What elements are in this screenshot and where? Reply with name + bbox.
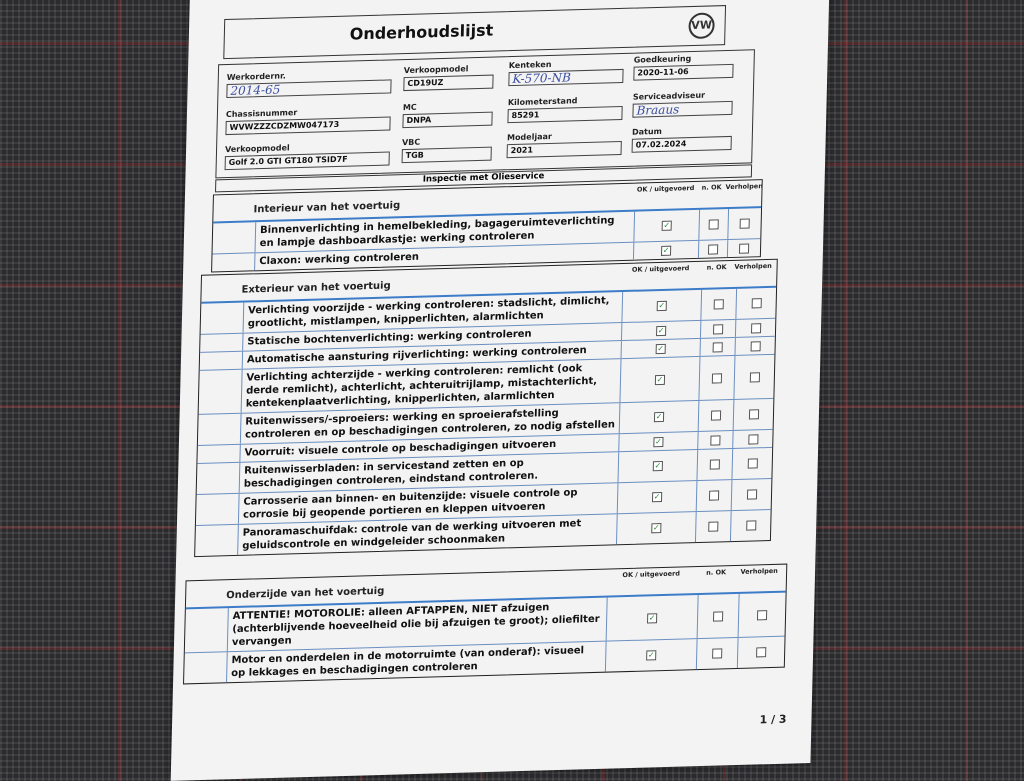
nok-checkbox[interactable] [712,648,723,659]
field-value: 07.02.2024 [631,135,732,153]
ok-checkbox[interactable]: ✓ [661,220,672,231]
col-fix-header: Verholpen [725,182,763,192]
field-label: Goedkeuring [633,54,692,65]
ok-checkbox[interactable]: ✓ [646,650,657,661]
nok-checkbox[interactable] [711,372,723,384]
document-page: Onderhoudslijst VW Werkordernr. 2014-65 Ve… [170,0,830,781]
field-modeljaar: Modeljaar 2021 [506,130,623,159]
nok-checkbox[interactable] [708,521,719,532]
section-name: Interieur van het voertuig [253,200,401,216]
page-number: 1 / 3 [759,712,787,727]
fixed-checkbox[interactable] [749,371,760,383]
fixed-checkbox[interactable] [756,609,768,620]
ok-checkbox[interactable]: ✓ [654,374,666,385]
nok-checkbox[interactable] [708,490,720,501]
field-label: Modeljaar [506,131,552,143]
fixed-checkbox[interactable] [747,458,758,469]
field-werkordernr-: Werkordernr. 2014-65 [226,68,392,99]
field-datum: Datum 07.02.2024 [631,125,733,153]
ok-checkbox[interactable]: ✓ [651,492,663,503]
col-nok-header: n. OK [706,263,727,272]
nok-checkbox[interactable] [707,243,719,255]
fixed-checkbox[interactable] [738,242,750,254]
ok-checkbox[interactable]: ✓ [655,343,666,354]
field-verkoopmodel: Verkoopmodel Golf 2.0 GTI GT180 TSID7F [224,140,391,171]
ok-checkbox[interactable]: ✓ [651,523,662,534]
field-label: Serviceadviseur [632,90,706,102]
col-nok-header: n. OK [701,183,722,192]
col-nok-header: n. OK [706,568,727,577]
field-label: Datum [631,126,663,137]
nok-checkbox[interactable] [710,410,722,421]
field-label: Verkoopmodel [403,64,469,76]
field-kilometerstand: Kilometerstand 85291 [507,95,623,124]
field-goedkeuring: Goedkeuring 2020-11-06 [633,53,734,81]
ok-checkbox[interactable]: ✓ [653,411,665,423]
field-value: 85291 [507,105,623,124]
field-mc: MC DNPA [402,101,493,129]
col-ok-header: OK / uitgevoerd [622,569,681,580]
title-box: Onderhoudslijst VW [223,5,727,60]
field-value: DNPA [402,111,493,129]
fixed-checkbox[interactable] [746,489,757,500]
ok-checkbox[interactable]: ✓ [653,436,664,447]
nok-checkbox[interactable] [713,323,724,335]
field-value: Golf 2.0 GTI GT180 TSID7F [224,151,390,171]
nok-checkbox[interactable] [713,299,724,310]
col-fix-header: Verholpen [740,566,778,576]
field-value: 2020-11-06 [633,63,734,81]
fixed-checkbox[interactable] [745,520,756,531]
vehicle-info: Werkordernr. 2014-65 Verkoopmodel CD19UZ Ken… [215,49,755,179]
fixed-checkbox[interactable] [747,433,759,445]
field-label: VBC [401,137,421,148]
col-fix-header: Verholpen [734,261,772,271]
field-value: Braaus [632,100,733,118]
vw-logo-icon: VW [688,12,715,40]
fixed-checkbox[interactable] [739,218,750,229]
col-ok-header: OK / uitgevoerd [636,183,695,194]
nok-checkbox[interactable] [712,610,724,622]
field-label: Kilometerstand [507,96,578,108]
field-label: Kenteken [508,59,552,71]
field-chassisnummer: Chassisnummer WVWZZZCDZMW047173 [225,105,391,136]
fixed-checkbox[interactable] [751,298,762,309]
col-ok-header: OK / uitgevoerd [631,264,690,274]
nok-checkbox[interactable] [708,219,719,230]
field-value: CD19UZ [403,74,494,92]
nok-checkbox[interactable] [710,434,721,446]
section-0: Interieur van het voertuig OK / uitgevoe… [211,179,763,273]
field-kenteken: Kenteken K-570-NB [508,58,624,87]
ok-checkbox[interactable]: ✓ [656,300,667,312]
fixed-checkbox[interactable] [750,340,761,352]
field-vbc: VBC TGB [401,136,493,164]
fixed-checkbox[interactable] [750,322,761,333]
field-value: 2014-65 [226,79,392,99]
field-serviceadviseur: Serviceadviseur Braaus [632,90,733,118]
ok-checkbox[interactable]: ✓ [647,612,658,623]
field-value: 2021 [506,141,622,159]
field-value: WVWZZZCDZMW047173 [225,116,391,136]
document-title: Onderhoudslijst [349,20,494,44]
field-value: K-570-NB [508,68,624,87]
field-value: TGB [401,146,492,164]
fixed-checkbox[interactable] [756,647,767,658]
fixed-checkbox[interactable] [748,409,759,420]
section-name: Onderzijde van het voertuig [226,585,385,602]
ok-checkbox[interactable]: ✓ [652,460,663,472]
section-2: Onderzijde van het voertuig OK / uitgevo… [183,563,788,685]
nok-checkbox[interactable] [709,459,720,470]
field-label: MC [402,102,417,113]
nok-checkbox[interactable] [712,341,723,353]
ok-checkbox[interactable]: ✓ [656,325,667,336]
field-verkoopmodel: Verkoopmodel CD19UZ [403,64,494,92]
section-name: Exterieur van het voertuig [241,280,391,296]
section-1: Exterieur van het voertuig OK / uitgevoe… [194,258,778,558]
ok-checkbox[interactable]: ✓ [660,245,672,256]
